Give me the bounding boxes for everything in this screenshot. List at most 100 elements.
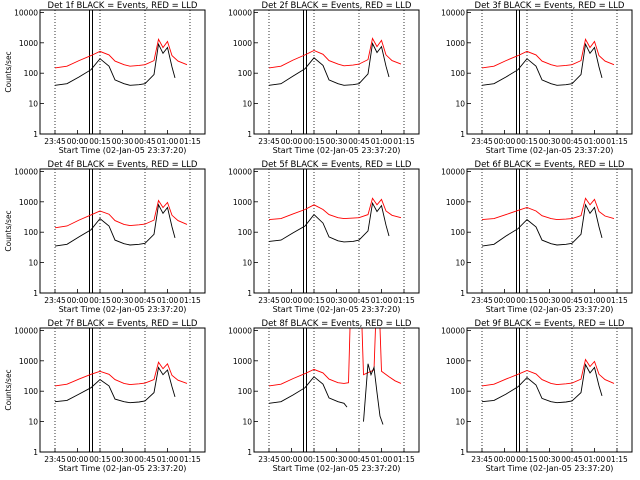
x-tick-label: 23:45 — [471, 296, 493, 305]
x-tick-label: 01:15 — [393, 455, 415, 464]
x-tick-label: 00:45 — [561, 455, 583, 464]
y-tick-label: 10000 — [228, 8, 252, 17]
y-tick-label: 10 — [455, 100, 465, 109]
y-tick-label: 1 — [33, 130, 38, 139]
x-tick-label: 01:00 — [584, 296, 606, 305]
y-tick-label: 10 — [28, 100, 38, 109]
x-axis-label: Start Time (02-Jan-05 23:37:20) — [273, 305, 401, 314]
x-axis-label: Start Time (02-Jan-05 23:37:20) — [59, 146, 187, 155]
y-tick-label: 1 — [247, 289, 252, 298]
series-line-red — [268, 37, 402, 69]
chart-panel-3: Det 3f BLACK = Events, RED = LLD 23:45 00:… — [441, 1, 633, 155]
series-line-black — [481, 42, 603, 86]
x-tick-label: 00:15 — [89, 455, 111, 464]
x-tick-label: 23:45 — [258, 455, 280, 464]
x-tick-label: 01:15 — [393, 296, 415, 305]
chart-title: Det 9f BLACK = Events, RED = LLD — [475, 319, 625, 329]
x-tick-label: 01:00 — [157, 455, 179, 464]
y-tick-label: 10 — [28, 418, 38, 427]
chart-title: Det 8f BLACK = Events, RED = LLD — [262, 319, 412, 329]
x-tick-label: 00:00 — [281, 137, 303, 146]
y-tick-label: 100 — [238, 228, 253, 237]
y-tick-label: 100 — [24, 387, 39, 396]
plot-frame — [466, 168, 633, 294]
x-tick-label: 00:30 — [326, 296, 348, 305]
x-tick-label: 00:30 — [539, 296, 561, 305]
x-tick-label: 00:15 — [516, 296, 538, 305]
y-tick-label: 100 — [238, 387, 253, 396]
x-tick-label: 01:15 — [179, 296, 201, 305]
y-tick-label: 1000 — [19, 198, 38, 207]
y-tick-label: 10 — [455, 418, 465, 427]
x-tick-label: 00:45 — [348, 455, 370, 464]
series-line-black — [268, 363, 384, 425]
series-line-black — [54, 366, 176, 404]
y-tick-label: 1000 — [233, 357, 252, 366]
chart-title: Det 4f BLACK = Events, RED = LLD — [48, 160, 198, 170]
y-tick-label: 10000 — [441, 326, 465, 335]
chart-title: Det 5f BLACK = Events, RED = LLD — [262, 160, 412, 170]
x-tick-label: 23:45 — [258, 137, 280, 146]
y-tick-label: 1000 — [446, 198, 465, 207]
y-axis-label: Counts/sec — [4, 51, 13, 92]
series-line-black — [481, 203, 603, 247]
series-line-red — [54, 199, 188, 229]
x-tick-label: 01:15 — [393, 137, 415, 146]
series-line-red — [54, 38, 188, 69]
x-tick-label: 23:45 — [44, 455, 66, 464]
y-tick-label: 1000 — [446, 39, 465, 48]
x-tick-label: 00:30 — [112, 137, 134, 146]
y-tick-label: 10000 — [441, 167, 465, 176]
series-line-black — [481, 363, 603, 404]
series-line-black — [268, 42, 390, 86]
y-tick-label: 1000 — [233, 39, 252, 48]
y-tick-label: 10 — [455, 259, 465, 268]
x-tick-label: 23:45 — [471, 137, 493, 146]
x-tick-label: 00:30 — [539, 455, 561, 464]
x-tick-label: 01:15 — [179, 455, 201, 464]
series-line-red — [54, 361, 188, 387]
series-line-red — [268, 197, 402, 221]
chart-title: Det 2f BLACK = Events, RED = LLD — [262, 1, 412, 11]
x-tick-label: 00:00 — [281, 455, 303, 464]
x-tick-label: 00:45 — [134, 296, 156, 305]
series-line-black — [54, 42, 176, 86]
y-tick-label: 100 — [451, 387, 466, 396]
y-axis-label: Counts/sec — [4, 369, 13, 410]
plot-frame — [39, 9, 206, 135]
x-tick-label: 00:30 — [539, 137, 561, 146]
y-tick-label: 1 — [33, 289, 38, 298]
x-axis-label: Start Time (02-Jan-05 23:37:20) — [59, 305, 187, 314]
x-tick-label: 01:15 — [606, 296, 628, 305]
y-tick-label: 1 — [460, 289, 465, 298]
x-tick-label: 00:00 — [67, 137, 89, 146]
x-tick-label: 01:00 — [157, 137, 179, 146]
x-axis-label: Start Time (02-Jan-05 23:37:20) — [486, 305, 614, 314]
x-tick-label: 01:00 — [371, 137, 393, 146]
x-tick-label: 00:00 — [494, 296, 516, 305]
y-tick-label: 10 — [242, 418, 252, 427]
series-line-black — [268, 201, 390, 243]
y-tick-label: 1000 — [19, 39, 38, 48]
plot-frame — [253, 9, 420, 135]
x-tick-label: 00:30 — [112, 455, 134, 464]
x-tick-label: 01:00 — [371, 296, 393, 305]
chart-title: Det 3f BLACK = Events, RED = LLD — [475, 1, 625, 11]
y-tick-label: 1 — [460, 448, 465, 457]
plot-frame — [253, 168, 420, 294]
x-axis-label: Start Time (02-Jan-05 23:37:20) — [273, 464, 401, 473]
x-tick-label: 00:45 — [348, 296, 370, 305]
plot-frame — [466, 9, 633, 135]
x-tick-label: 01:00 — [157, 296, 179, 305]
x-tick-label: 23:45 — [258, 296, 280, 305]
y-tick-label: 1000 — [233, 198, 252, 207]
x-tick-label: 01:15 — [179, 137, 201, 146]
x-tick-label: 00:00 — [67, 455, 89, 464]
x-tick-label: 00:45 — [134, 455, 156, 464]
